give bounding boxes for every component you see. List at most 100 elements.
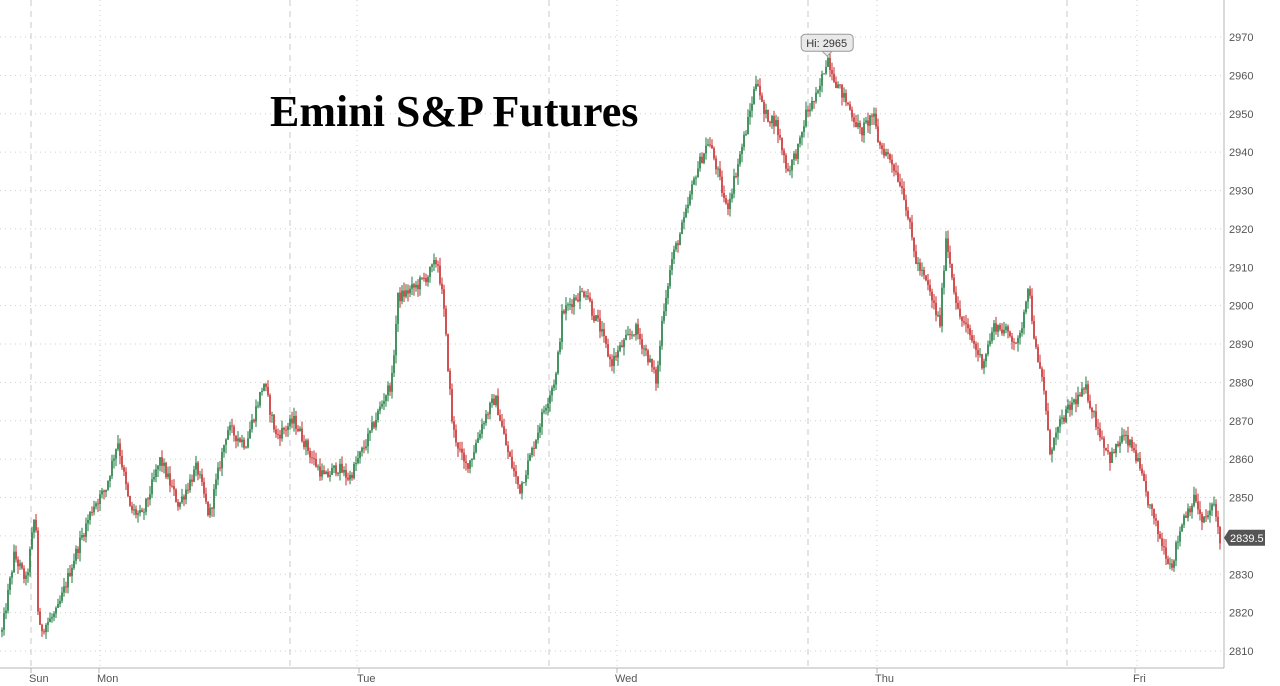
candle-body: [305, 440, 307, 448]
candle-body: [437, 264, 439, 266]
candle-body: [217, 467, 219, 480]
candle-body: [507, 445, 509, 453]
candle-body: [55, 607, 57, 614]
candle-body: [61, 592, 63, 601]
candle-body: [1029, 289, 1031, 296]
candle-body: [297, 428, 299, 432]
candle-body: [613, 355, 615, 366]
candle-body: [675, 243, 677, 250]
candle-body: [539, 426, 541, 433]
candle-body: [329, 474, 331, 477]
candle-body: [657, 365, 659, 384]
candle-body: [1083, 388, 1085, 390]
candle-body: [879, 141, 881, 146]
candle-body: [903, 188, 905, 200]
candle-body: [883, 148, 885, 156]
chart-annotations: Hi: 2965: [800, 33, 854, 57]
candle-body: [295, 415, 297, 429]
candle-body: [871, 115, 873, 117]
candle-body: [331, 467, 333, 475]
candle-body: [793, 153, 795, 160]
candle-body: [315, 458, 317, 467]
candle-body: [71, 567, 73, 577]
candle-body: [745, 133, 747, 135]
candle-body: [191, 479, 193, 482]
last-price-text: 2839.5: [1230, 533, 1264, 545]
candle-body: [43, 631, 45, 633]
candle-body: [979, 354, 981, 356]
candle-body: [1127, 435, 1129, 446]
candle-body: [833, 73, 835, 82]
candle-body: [219, 467, 221, 469]
candle-body: [259, 392, 261, 406]
candle-body: [1131, 439, 1133, 449]
candle-body: [405, 290, 407, 297]
y-tick-label: 2870: [1229, 416, 1253, 428]
candle-body: [35, 519, 37, 531]
candle-body: [349, 474, 351, 480]
candle-body: [39, 611, 41, 625]
candle-body: [357, 458, 359, 464]
candle-body: [739, 154, 741, 165]
candle-body: [201, 474, 203, 482]
candle-body: [815, 92, 817, 102]
candle-body: [199, 474, 201, 476]
candle-body: [649, 358, 651, 363]
candle-body: [987, 344, 989, 355]
candle-body: [541, 411, 543, 427]
chart-title: Emini S&P Futures: [270, 87, 639, 136]
candle-body: [569, 304, 571, 306]
candle-body: [665, 297, 667, 312]
candle-body: [285, 429, 287, 431]
candle-body: [3, 613, 5, 630]
candle-body: [233, 426, 235, 436]
candle-body: [123, 467, 125, 472]
candle-body: [313, 458, 315, 460]
candle-body: [775, 120, 777, 127]
candle-body: [505, 433, 507, 446]
candle-body: [685, 208, 687, 218]
candle-body: [421, 277, 423, 279]
candle-body: [455, 429, 457, 443]
candle-body: [395, 323, 397, 356]
candle-body: [79, 537, 81, 554]
candle-body: [229, 425, 231, 431]
candle-body: [177, 501, 179, 507]
candle-body: [887, 152, 889, 155]
candle-body: [983, 361, 985, 369]
y-tick-label: 2830: [1229, 569, 1253, 581]
candle-body: [669, 270, 671, 287]
last-price-label: 2839.5: [1224, 529, 1265, 546]
y-tick-label: 2970: [1229, 32, 1253, 44]
candle-body: [171, 485, 173, 487]
candle-body: [1073, 399, 1075, 403]
candle-body: [381, 403, 383, 407]
candle-body: [555, 373, 557, 385]
candle-body: [1139, 457, 1141, 469]
candle-body: [1207, 515, 1209, 518]
candle-body: [667, 286, 669, 298]
candle-body: [75, 548, 77, 561]
candle-body: [1157, 520, 1159, 534]
candle-body: [823, 73, 825, 75]
candle-body: [157, 465, 159, 470]
candle-body: [607, 343, 609, 357]
candle-body: [549, 395, 551, 404]
candle-body: [351, 474, 353, 479]
candle-body: [209, 507, 211, 516]
candle-body: [995, 323, 997, 332]
candle-body: [831, 70, 833, 74]
candle-body: [711, 144, 713, 149]
candle-body: [1211, 504, 1213, 511]
candle-body: [1105, 447, 1107, 451]
candle-body: [527, 460, 529, 475]
x-tick-label: Sun: [29, 673, 49, 685]
candle-body: [1173, 560, 1175, 568]
candle-body: [851, 109, 853, 118]
candle-body: [289, 418, 291, 427]
candle-body: [1003, 329, 1005, 334]
candle-body: [769, 121, 771, 124]
candle-body: [1209, 510, 1211, 516]
candle-body: [889, 154, 891, 160]
candle-body: [631, 334, 633, 336]
